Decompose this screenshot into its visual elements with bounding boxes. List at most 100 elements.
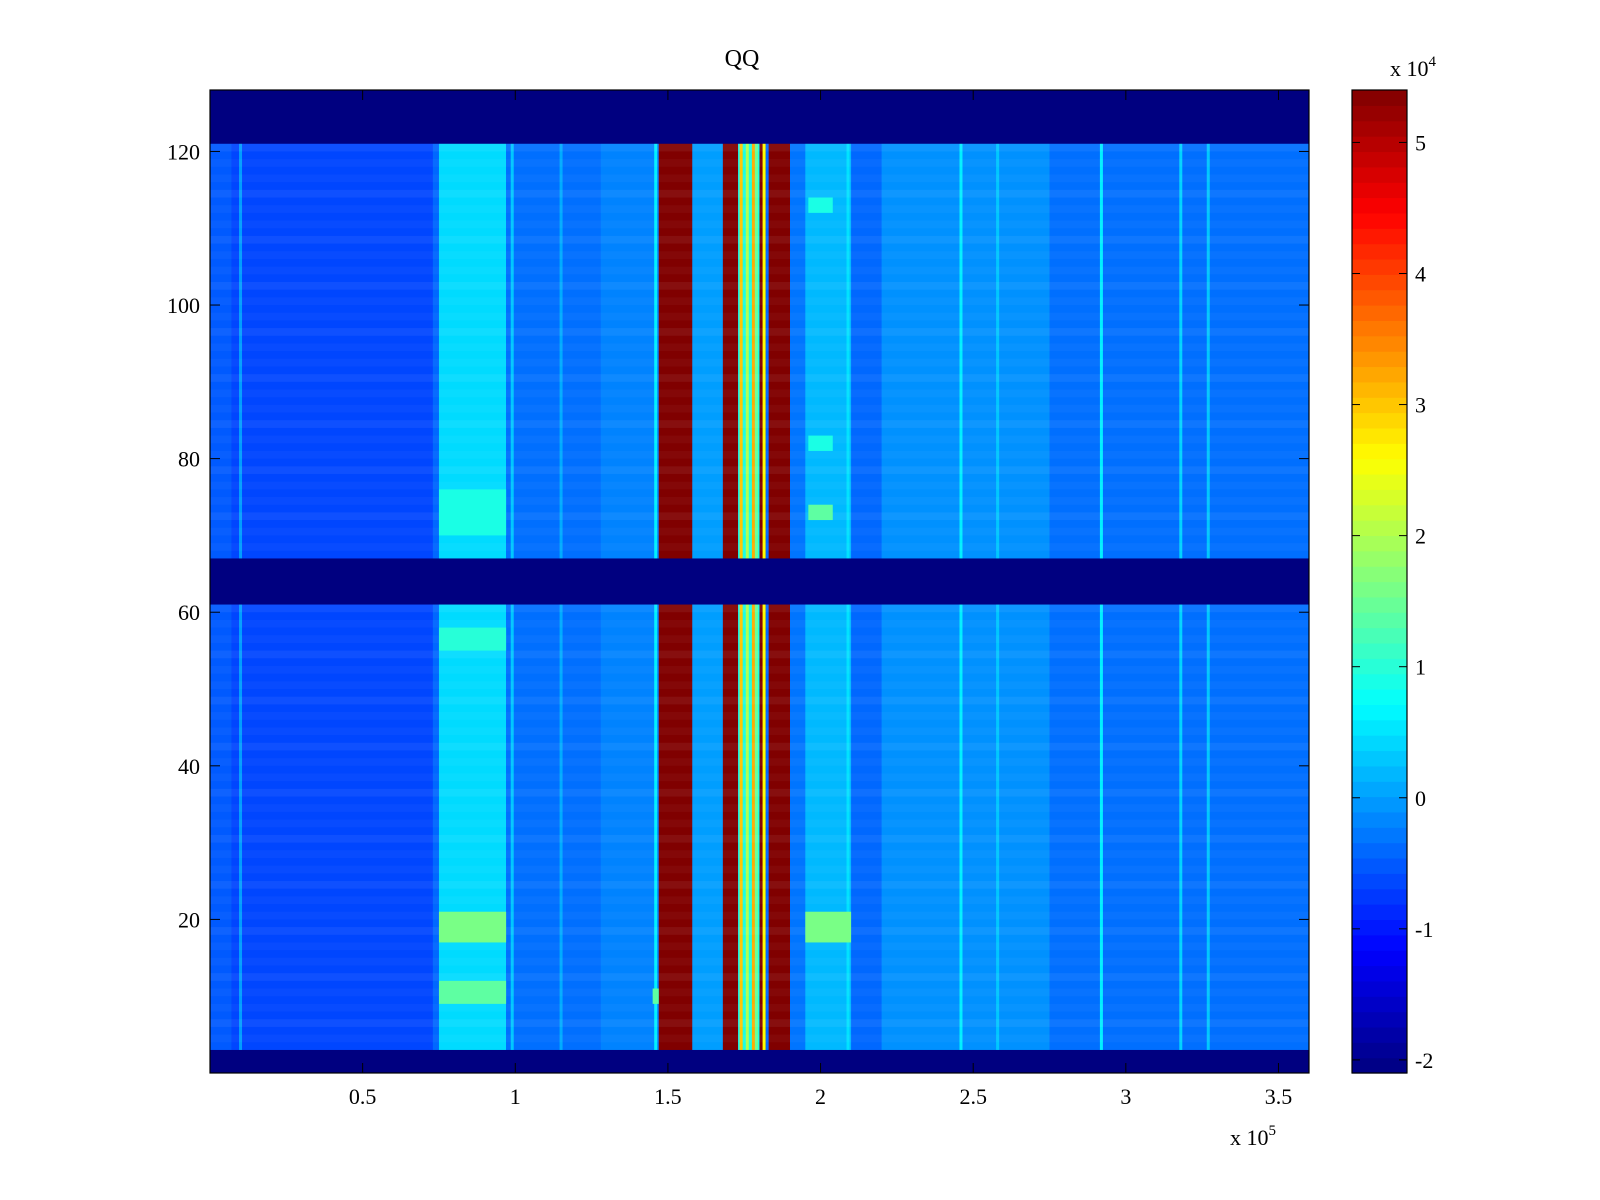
colorbar-step bbox=[1352, 796, 1407, 813]
row-texture bbox=[210, 1035, 1309, 1043]
colorbar-step bbox=[1352, 765, 1407, 782]
row-texture bbox=[210, 650, 1309, 659]
colorbar-tick-label: -2 bbox=[1415, 1048, 1433, 1073]
hot-spot bbox=[438, 980, 507, 1004]
row-texture bbox=[210, 221, 1309, 229]
colorbar-step bbox=[1352, 596, 1407, 613]
row-texture bbox=[210, 958, 1309, 966]
colorbar-step bbox=[1352, 719, 1407, 736]
row-texture bbox=[210, 866, 1309, 874]
colorbar-step bbox=[1352, 397, 1407, 414]
plot-frame bbox=[209, 89, 1310, 1074]
row-band bbox=[210, 1049, 1309, 1073]
colorbar-step bbox=[1352, 473, 1407, 490]
colorbar-step bbox=[1352, 873, 1407, 890]
row-texture bbox=[210, 896, 1309, 904]
row-texture bbox=[210, 942, 1309, 950]
colorbar-multiplier-base: x 10 bbox=[1390, 56, 1429, 81]
colorbar-step bbox=[1352, 673, 1407, 690]
colorbar-step bbox=[1352, 489, 1407, 506]
colorbar-step bbox=[1352, 750, 1407, 767]
colorbar-step bbox=[1352, 197, 1407, 214]
row-texture bbox=[210, 420, 1309, 428]
colorbar-tick-label: -1 bbox=[1415, 917, 1433, 942]
colorbar-frame bbox=[1351, 89, 1408, 1074]
colorbar-step bbox=[1352, 735, 1407, 752]
colorbar-step bbox=[1352, 228, 1407, 245]
row-texture bbox=[210, 881, 1309, 889]
row-texture bbox=[210, 1004, 1309, 1012]
colorbar-tick-label: 5 bbox=[1415, 130, 1426, 155]
colorbar-step bbox=[1352, 827, 1407, 844]
row-texture bbox=[210, 543, 1309, 551]
colorbar-step bbox=[1352, 642, 1407, 659]
colorbar-tick-label: 1 bbox=[1415, 655, 1426, 680]
colorbar-step bbox=[1352, 566, 1407, 583]
y-tick-label: 80 bbox=[178, 447, 200, 472]
colorbar-step bbox=[1352, 105, 1407, 122]
row-texture bbox=[210, 973, 1309, 981]
colorbar-step bbox=[1352, 90, 1407, 106]
colorbar-step bbox=[1352, 243, 1407, 260]
colorbar-step bbox=[1352, 612, 1407, 629]
colorbar-step bbox=[1352, 904, 1407, 921]
row-texture bbox=[210, 666, 1309, 674]
hot-spot bbox=[652, 988, 659, 1004]
row-texture bbox=[210, 281, 1309, 290]
colorbar-step bbox=[1352, 919, 1407, 936]
colorbar-step bbox=[1352, 381, 1407, 398]
hot-spot bbox=[438, 489, 507, 536]
row-texture bbox=[210, 359, 1309, 367]
row-band bbox=[210, 558, 1309, 605]
row-texture bbox=[210, 436, 1309, 444]
colorbar-step bbox=[1352, 366, 1407, 383]
colorbar-step bbox=[1352, 212, 1407, 229]
colorbar-step bbox=[1352, 427, 1407, 444]
colorbar-step bbox=[1352, 351, 1407, 368]
colorbar-ticks: -2 -1 0 1 2 3 4 5 bbox=[1352, 130, 1433, 1073]
colorbar-step bbox=[1352, 689, 1407, 705]
y-tick-label: 100 bbox=[167, 293, 200, 318]
row-texture bbox=[210, 466, 1309, 474]
row-texture bbox=[210, 834, 1309, 843]
colorbar-step bbox=[1352, 857, 1407, 874]
row-texture bbox=[210, 159, 1309, 167]
colorbar-tick-label: 3 bbox=[1415, 393, 1426, 418]
row-texture bbox=[210, 604, 1309, 613]
row-texture bbox=[210, 390, 1309, 398]
x-axis-ticks: 0.5 1 1.5 2 2.5 3 3.5 bbox=[349, 90, 1292, 1109]
heatmap-plot-area bbox=[210, 90, 1309, 1073]
colorbar-step bbox=[1352, 980, 1407, 997]
row-texture bbox=[210, 1019, 1309, 1027]
row-texture bbox=[210, 927, 1309, 935]
row-texture bbox=[210, 742, 1309, 751]
row-band bbox=[210, 90, 1309, 144]
colorbar-step bbox=[1352, 289, 1407, 306]
chart-title: QQ bbox=[725, 46, 760, 72]
colorbar-step bbox=[1352, 120, 1407, 137]
colorbar-step bbox=[1352, 704, 1407, 721]
colorbar-step bbox=[1352, 965, 1407, 982]
colorbar-step bbox=[1352, 335, 1407, 352]
row-texture bbox=[210, 727, 1309, 735]
row-texture bbox=[210, 635, 1309, 643]
hot-spot bbox=[808, 197, 833, 213]
colorbar-step bbox=[1352, 811, 1407, 828]
row-texture bbox=[210, 143, 1309, 152]
colorbar-step bbox=[1352, 305, 1407, 321]
colorbar-step bbox=[1352, 151, 1407, 168]
row-texture bbox=[210, 343, 1309, 351]
hot-spot bbox=[808, 435, 833, 451]
row-texture bbox=[210, 758, 1309, 766]
x-tick-label: 3.5 bbox=[1265, 1084, 1293, 1109]
row-texture bbox=[210, 482, 1309, 490]
plot-axes bbox=[209, 89, 1310, 1074]
hot-spot bbox=[438, 627, 507, 651]
x-axis-multiplier-exponent: 5 bbox=[1269, 1123, 1277, 1139]
x-tick-label: 2.5 bbox=[959, 1084, 987, 1109]
x-tick-label: 1 bbox=[510, 1084, 521, 1109]
hot-spot bbox=[808, 504, 833, 521]
row-texture bbox=[210, 712, 1309, 720]
colorbar-step bbox=[1352, 412, 1407, 429]
colorbar bbox=[1351, 89, 1408, 1074]
